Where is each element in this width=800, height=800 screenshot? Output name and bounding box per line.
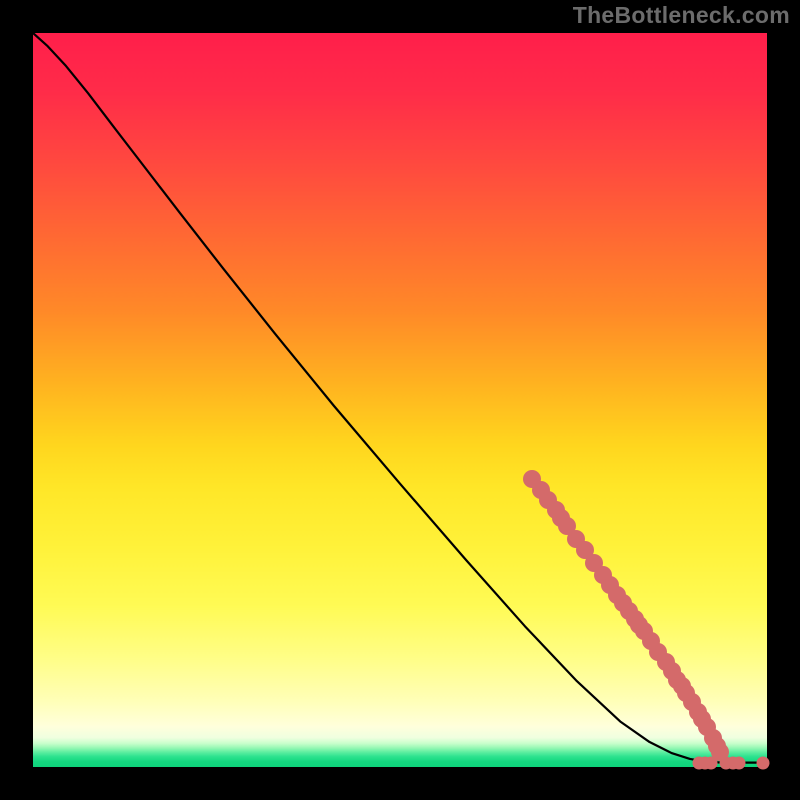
watermark-text: TheBottleneck.com [573, 2, 790, 29]
data-point-marker [756, 756, 769, 769]
stage: TheBottleneck.com [0, 0, 800, 800]
data-point-marker [733, 756, 746, 769]
data-point-marker [705, 756, 718, 769]
markers-layer [33, 33, 767, 767]
